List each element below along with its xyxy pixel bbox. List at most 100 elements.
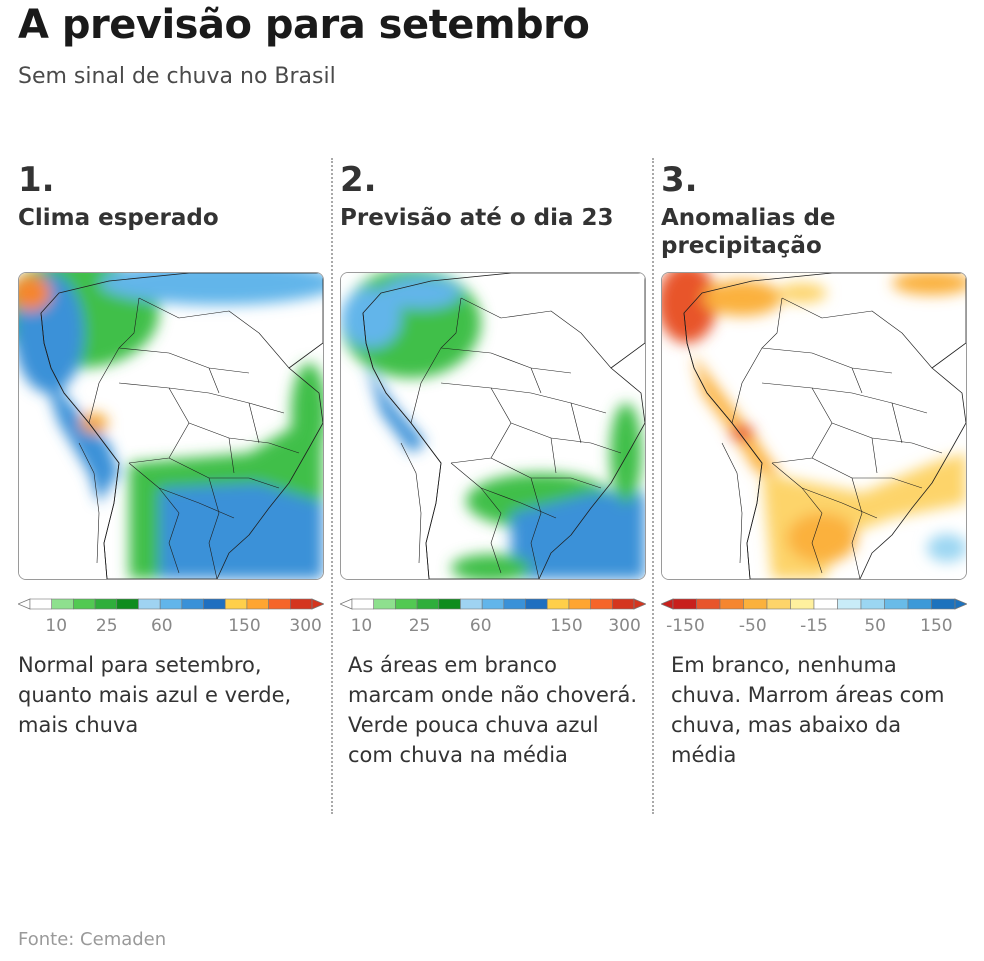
colorbar-arrow-right [633,598,646,610]
state-border [761,347,893,374]
state-border [771,462,823,574]
colorbar-swatch [503,598,526,610]
colorbar-swatch [790,598,815,610]
state-border [530,367,582,474]
colorbar-swatch [224,598,248,610]
colorbar-tick-label: -15 [800,616,828,636]
colorbar-swatch [94,598,118,610]
state-border [460,297,612,369]
colorbar-swatch [766,598,791,610]
colorbar-arrow-left [661,598,674,610]
colorbar-swatch [116,598,139,610]
state-border [410,297,462,424]
colorbar-tick-label: -50 [738,616,767,636]
state-border [440,347,572,374]
country-borders [362,273,645,579]
state-border [168,457,280,489]
colorbar-arrow-left [18,598,31,610]
colorbar-swatch [907,598,932,610]
panel-description: Normal para setembro, quanto mais azul e… [18,653,292,737]
colorbar-swatch [672,598,697,610]
colorbar-swatch [351,598,374,610]
state-border [208,477,220,579]
panel-number: 3. [661,160,698,200]
state-border [530,477,542,579]
state-border [721,442,743,564]
colorbar-arrow-left [340,598,353,610]
colorbar-tick-label: 150 [920,616,953,636]
colorbar-ticks: 10 25 60 150 300 [340,616,650,640]
column-divider [331,158,333,814]
panel-number: 2. [340,160,377,200]
colorbar-swatch [481,598,505,610]
rain-blob [99,273,323,305]
colorbar-swatch [416,598,440,610]
state-border [138,297,290,369]
colorbar-swatch [181,598,204,610]
state-border [811,387,928,414]
rain-blob [662,273,717,343]
rain-blob [341,288,401,348]
state-border [510,422,622,454]
colorbar-swatch [884,598,909,610]
state-border [158,487,235,519]
state-border [450,462,502,574]
state-border [851,367,903,474]
state-border [480,487,557,519]
colorbar-swatch [696,598,721,610]
state-border [128,462,180,574]
state-border [490,387,607,414]
panel-expected-climate: 1. Clima esperado 10 25 60 150 300 Normal pa… [18,158,328,737]
panel-heading: Anomalias de precipitação [661,205,836,259]
colorbar-swatch [159,598,183,610]
colorbar-tick-label: 60 [150,616,173,636]
rain-blob [19,275,51,311]
colorbar-tick-label: 25 [408,616,431,636]
state-border [78,442,100,564]
state-border [88,297,140,424]
state-border [781,297,933,369]
panel-heading: Clima esperado [18,205,219,231]
colorbar-tick-label: 300 [608,616,641,636]
state-border [731,297,783,424]
state-border [831,422,943,454]
rain-blob [777,283,827,303]
colorbar-swatch [395,598,418,610]
colorbar-tick-label: 10 [45,616,68,636]
rain-blob [610,403,642,503]
colorbar [340,598,646,610]
column-divider [652,158,654,814]
map-expected-climate [18,272,324,580]
colorbar-swatch [268,598,291,610]
panel-heading: Previsão até o dia 23 [340,205,614,231]
colorbar-swatch [246,598,269,610]
rain-field [341,273,645,579]
panel-anomaly: 3. Anomalias de precipitação -150 -50 -15 5… [661,158,971,767]
colorbar-swatch [931,598,956,610]
colorbar-tick-label: 25 [95,616,118,636]
state-border [118,347,250,374]
panel-description: As áreas em branco marcam onde não chove… [348,653,638,767]
country-borders [40,273,323,579]
colorbar-swatch [51,598,74,610]
colorbar-tick-label: 50 [864,616,887,636]
rain-blob [787,513,857,563]
colorbar [661,598,967,610]
colorbar-tick-label: 60 [469,616,492,636]
colorbar-tick-label: 150 [228,616,261,636]
rain-blob [927,534,966,562]
colorbar-tick-label: 150 [550,616,583,636]
colorbar-arrow-right [954,598,967,610]
colorbar-swatch [203,598,226,610]
state-border [208,367,260,474]
colorbar-tick-label: -150 [666,616,705,636]
colorbar-swatch [546,598,570,610]
map-anomaly [661,272,967,580]
colorbar-tick-label: 300 [289,616,322,636]
rain-blob [702,280,782,316]
panel-description: Em branco, nenhuma chuva. Marrom áreas c… [671,653,945,767]
rain-blob [892,273,966,295]
rain-blob [692,353,782,473]
colorbar-swatch [290,598,313,610]
colorbar-swatch [438,598,461,610]
